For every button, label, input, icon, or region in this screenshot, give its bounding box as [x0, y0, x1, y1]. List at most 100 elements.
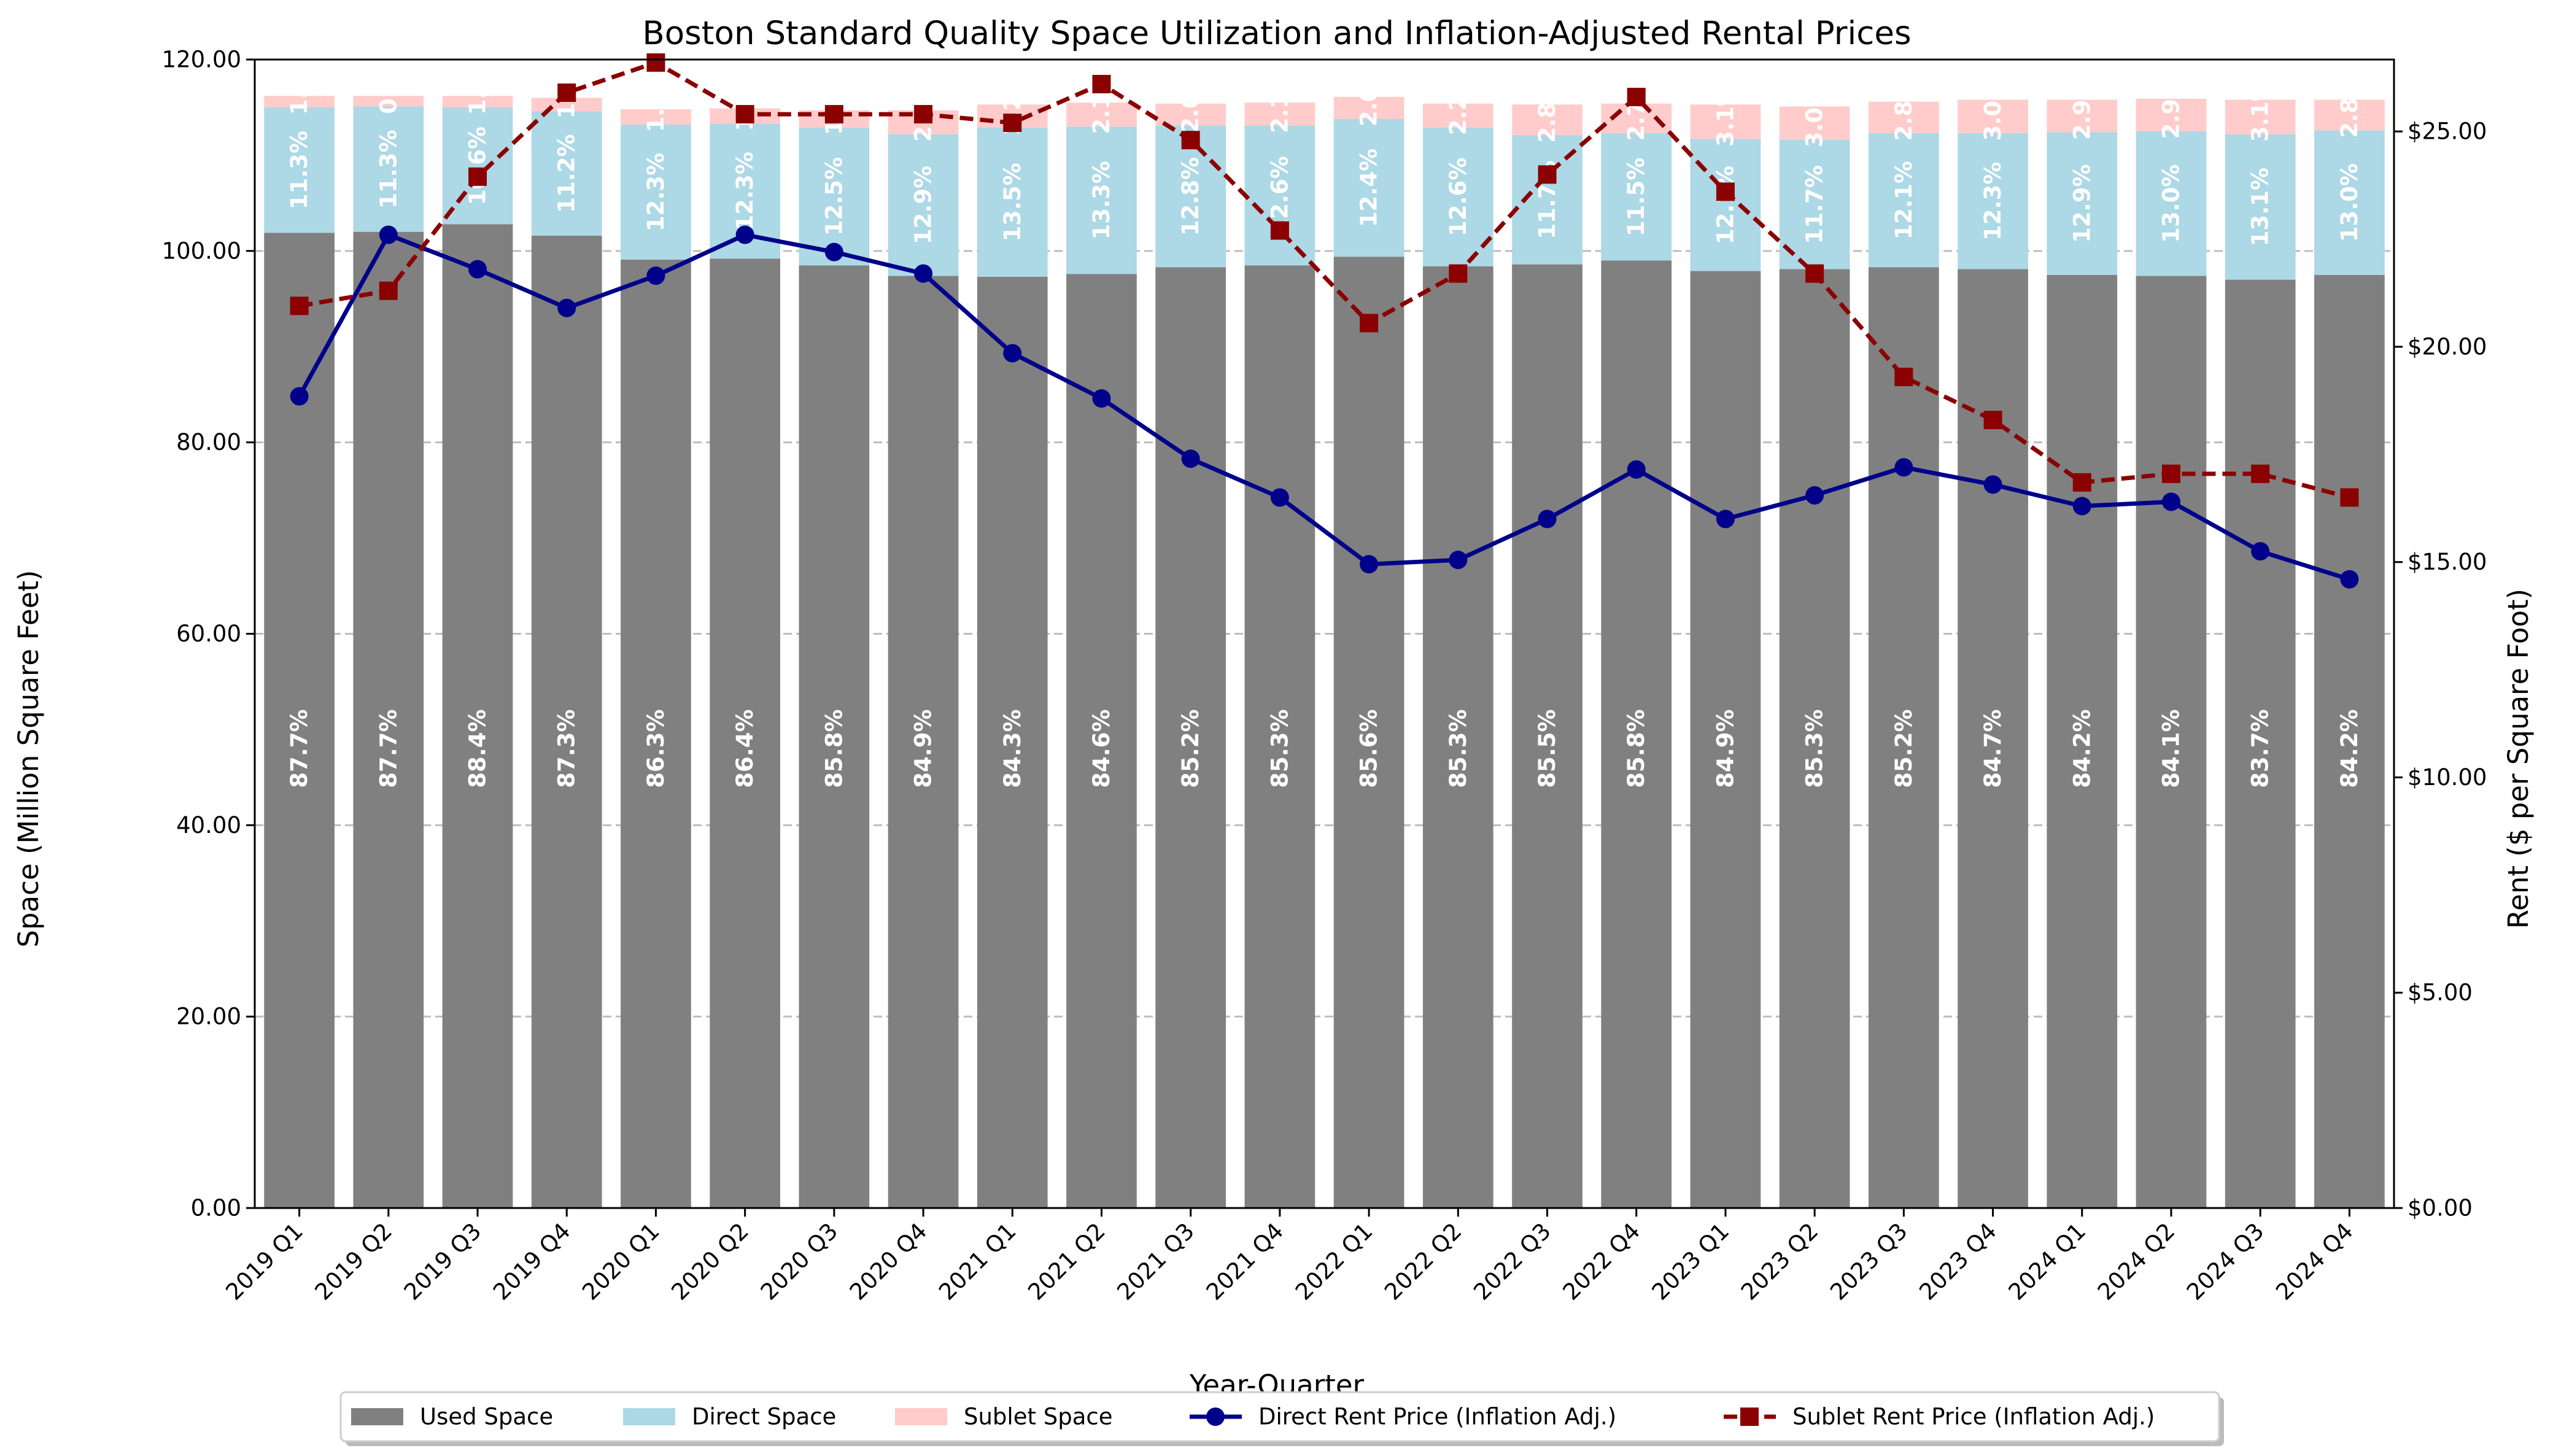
bar-percent-label: 85.2% [1891, 709, 1917, 788]
bar-direct [1958, 133, 2028, 269]
bar-sublet [2225, 99, 2296, 134]
bar-sublet [1155, 103, 1226, 126]
bar-percent-label: 2.1% [1266, 70, 1293, 133]
bar-used [1868, 267, 1939, 1209]
bar-percent-label: 13.0% [2336, 163, 2363, 242]
bar-sublet [264, 96, 335, 107]
bar-direct [1779, 139, 1850, 269]
direct-rent-line [297, 233, 2350, 582]
sublet-rent-point [1627, 88, 1646, 107]
bar-used [531, 235, 602, 1208]
sublet-rent-point [1983, 411, 2002, 430]
sublet-rent-point [2072, 473, 2091, 492]
bar-percent-label: 87.3% [554, 709, 580, 788]
chart-title: Boston Standard Quality Space Utilizatio… [642, 15, 1911, 52]
sublet-rent-point [1360, 314, 1379, 333]
bar-sublet [1333, 96, 1404, 119]
bar-percent-label: 88.4% [465, 709, 491, 788]
y2-tick-label: $15.00 [2408, 549, 2487, 575]
legend-swatch [895, 1408, 947, 1425]
bar-percent-label: 11.3% [286, 131, 312, 209]
bar-percent-label: 85.2% [1177, 709, 1204, 788]
bars [264, 96, 2385, 1209]
bar-used [442, 224, 513, 1209]
bar-used [977, 276, 1048, 1208]
bar-direct [1066, 126, 1137, 274]
bar-direct [2047, 132, 2118, 275]
direct-rent-point [468, 260, 487, 279]
sublet-rent-point [1538, 165, 1557, 184]
sublet-rent-point [1894, 368, 1913, 387]
sublet-rent-point [914, 105, 933, 124]
bar-used [799, 265, 870, 1208]
direct-rent-point [2161, 492, 2180, 511]
bar-percent-label: 12.3% [1980, 162, 2006, 241]
direct-rent-point [1270, 488, 1289, 507]
legend-marker [1206, 1408, 1225, 1426]
bar-percent-label: 11.3% [375, 130, 401, 208]
bar-sublet [442, 96, 513, 107]
bar-percent-label: 3.0% [1802, 85, 1828, 148]
y-tick-label: 20.00 [176, 1004, 241, 1030]
bar-direct [442, 107, 513, 225]
bar-used [2136, 276, 2207, 1208]
bar-percent-label: 2.9% [2069, 77, 2095, 140]
bar-percent-label: 85.3% [1266, 709, 1293, 788]
direct-rent-point [1627, 460, 1646, 479]
legend-swatch [623, 1408, 675, 1425]
legend-label: Direct Rent Price (Inflation Adj.) [1258, 1404, 1616, 1430]
direct-rent-point [1894, 458, 1913, 477]
bar-percent-label: 85.8% [821, 709, 847, 788]
bar-percent-label: 1.7% [821, 72, 847, 135]
bar-percent-label: 85.3% [1802, 709, 1828, 788]
bar-used [2314, 274, 2385, 1208]
bar-direct [353, 106, 424, 232]
bar-percent-label: 3.1% [2247, 79, 2274, 142]
sublet-rent-point [1181, 131, 1200, 150]
bar-used [2047, 274, 2118, 1208]
bar-used [1066, 274, 1137, 1209]
direct-rent-point [1181, 449, 1200, 468]
y-tick-label: 100.00 [162, 238, 241, 264]
bar-percent-label: 1.4% [643, 69, 669, 133]
bar-percent-label: 84.2% [2069, 709, 2095, 788]
bar-sublet [353, 96, 424, 107]
bar-sublet [2314, 99, 2385, 131]
bar-percent-label: 11.7% [1802, 165, 1828, 244]
bar-direct [799, 127, 870, 266]
bar-direct [1244, 125, 1315, 266]
direct-rent-point [1092, 389, 1111, 408]
bar-percent-label: 84.9% [1712, 709, 1738, 788]
bar-sublet [1690, 104, 1761, 139]
direct-rent-point [2340, 570, 2359, 589]
bar-percent-label: 11.2% [554, 134, 580, 212]
sublet-rent-line [299, 60, 2350, 500]
bar-used [353, 231, 424, 1208]
bar-used [2225, 279, 2296, 1208]
direct-rent-point [1360, 555, 1379, 574]
bar-percent-label: 84.2% [2336, 709, 2363, 788]
y2-tick-label: $10.00 [2408, 764, 2487, 791]
bar-percent-label: 2.2% [1445, 72, 1471, 135]
bar-direct [1690, 139, 1761, 271]
bar-percent-label: 2.0% [1356, 63, 1382, 126]
direct-rent-point [1003, 344, 1022, 363]
bar-direct [2136, 131, 2207, 276]
bar-percent-label: 87.7% [375, 709, 401, 788]
y-tick-label: 40.00 [176, 812, 241, 838]
bar-percent-label: 2.9% [2158, 76, 2184, 139]
bar-sublet [1868, 101, 1939, 134]
bar-percent-label: 12.3% [643, 153, 669, 231]
direct-rent-point [1538, 509, 1557, 529]
sublet-rent-point [1092, 74, 1111, 93]
y-tick-label: 80.00 [176, 429, 241, 455]
bar-direct [888, 134, 959, 276]
y-tick-label: 60.00 [176, 621, 241, 647]
bar-used [710, 258, 781, 1209]
legend-box [339, 1391, 2220, 1442]
bar-percent-label: 13.1% [2247, 168, 2274, 246]
sublet-rent-point [2340, 488, 2359, 507]
bar-percent-label: 12.5% [821, 157, 847, 236]
bar-percent-label: 83.7% [2247, 709, 2274, 788]
sublet-rent-point [557, 83, 576, 103]
